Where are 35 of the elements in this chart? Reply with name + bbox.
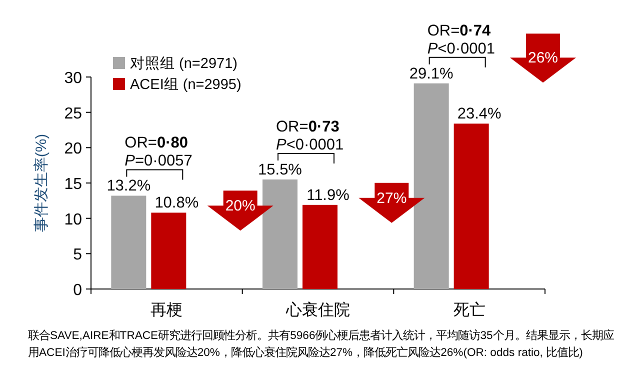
annotation: P<0·0001 [276,136,344,154]
text: 联合SAVE,AIRE和TRACE研究进行回顾性分析。共有5966例心梗后患者计入统计，平均随访35个月。结果显示，长期应用ACEI治疗可降低心梗再发风险达20%，降低心衰住院风险达27%，降低死亡风险达26%(OR: odds ratio, 比值比) [28,328,615,361]
y-tick-label: 15 [64,176,82,193]
annotation: OR=0·73 [276,118,340,136]
legend-label: 对照组 (n=2971) [130,55,238,72]
bar [111,196,146,289]
data-label: 13.2% [106,178,151,195]
y-tick-label: 10 [64,211,82,228]
text: 26% [528,50,558,67]
x-tick-label: 再梗 [150,302,183,319]
bar [151,212,186,289]
bar [414,83,449,289]
text: OR=0·74 [427,22,492,40]
x-tick-label: 心衰住院 [285,301,350,319]
bar [302,204,338,289]
y-tick-label: 30 [64,70,82,87]
annotation: P=0·0057 [124,152,192,170]
x-tick-label: 死亡 [453,301,486,319]
data-label: 23.4% [457,106,502,123]
data-label: 29.1% [409,65,454,82]
y-tick-label: 25 [64,105,82,122]
bar [454,124,489,289]
text: P<0·0001 [427,40,496,58]
y-tick-label: 20 [64,140,82,158]
legend-label: ACEI组 (n=2995) [130,76,242,93]
bar [262,179,298,289]
data-label: 10.8% [154,194,199,212]
annotation: OR=0·80 [124,134,188,152]
data-label: 11.9% [306,186,350,204]
annotation: 27% [376,190,407,207]
annotation: 20% [225,198,256,215]
data-label: 15.5% [258,161,302,178]
y-axis-title: 事件发生率(%) [33,134,50,232]
y-tick-label: 0 [73,282,82,299]
y-tick-label: 5 [73,246,82,264]
